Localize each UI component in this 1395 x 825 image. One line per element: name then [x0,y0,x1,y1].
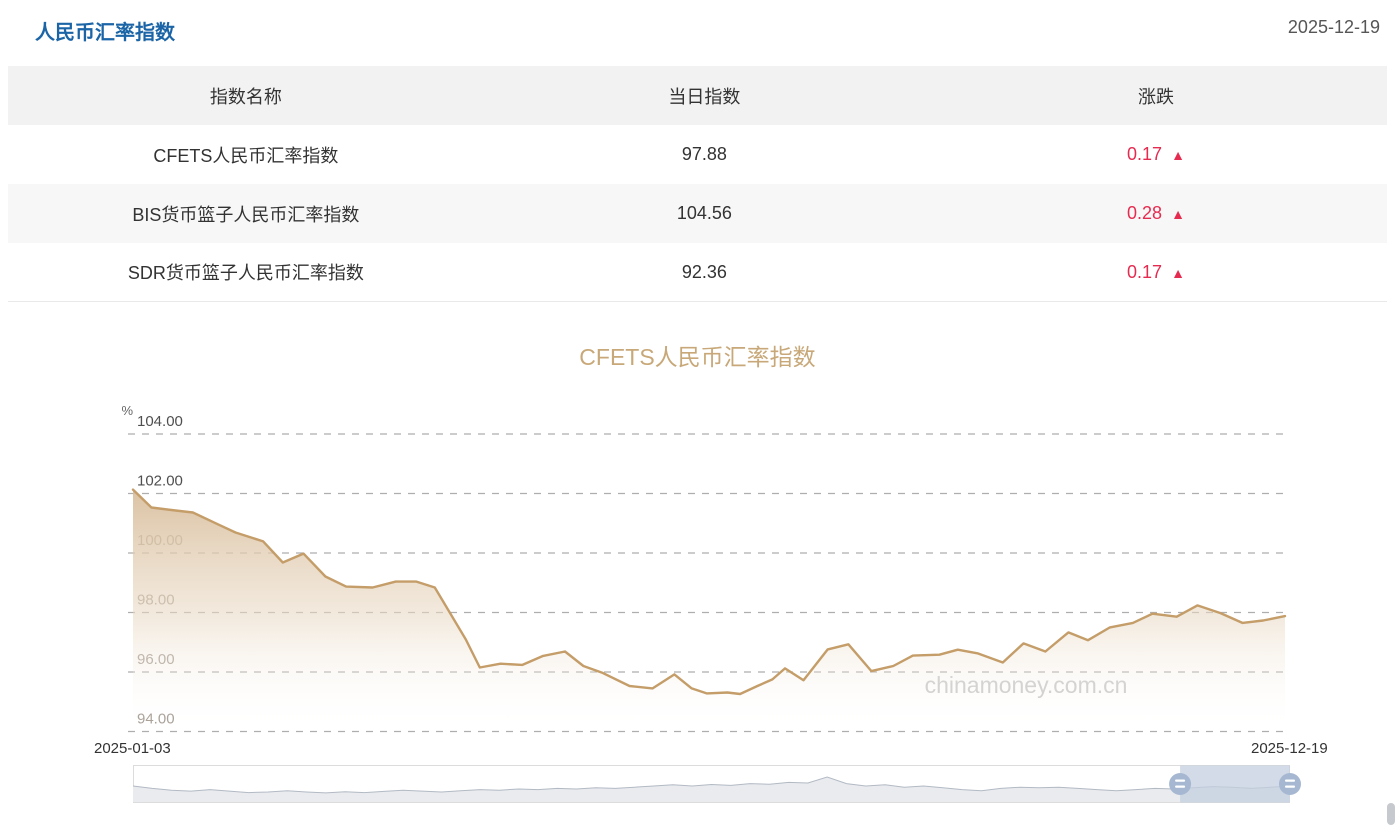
index-name: CFETS人民币汇率指数 [153,145,339,166]
x-axis-end-label: 2025-12-19 [1251,740,1328,757]
index-table: 指数名称 当日指数 涨跌 CFETS人民币汇率指数 97.88 0.17 ▲ BI… [8,66,1387,302]
chart-navigator[interactable] [132,765,1308,809]
y-axis-unit-label: % [121,403,133,418]
index-value: 97.88 [681,144,727,164]
table-row: CFETS人民币汇率指数 97.88 0.17 ▲ [8,125,1387,184]
header-index-name: 指数名称 [209,86,282,107]
change-value: 0.17 [1127,144,1163,164]
up-arrow-icon: ▲ [1171,206,1185,222]
up-arrow-icon: ▲ [1171,264,1185,281]
scrollbar-thumb[interactable] [1387,803,1395,825]
index-change: 0.17 ▲ [925,144,1387,165]
page-title: 人民币汇率指数 [35,22,175,44]
series-area [133,489,1285,732]
index-name: SDR货币篮子人民币汇率指数 [127,263,364,283]
index-change: 0.17 ▲ [925,262,1387,283]
change-value: 0.17 [1127,261,1163,282]
y-tick-label: 104.00 [137,413,183,430]
navigator-area [133,777,1290,802]
navigator-handle-icon[interactable] [1169,773,1192,795]
y-tick-label: 102.00 [137,473,183,490]
series-line [131,488,1287,696]
index-name: BIS货币篮子人民币汇率指数 [132,204,360,225]
index-change: 0.28 ▲ [925,203,1387,224]
navigator-line [132,776,1291,794]
chart-title: CFETS人民币汇率指数 [579,344,816,370]
header-daily-index: 当日指数 [668,86,741,107]
navigator-selection[interactable] [1180,765,1290,803]
index-value: 104.56 [676,203,732,223]
x-axis-start-label: 2025-01-03 [94,740,171,757]
navigator-handle-icon[interactable] [1279,773,1301,795]
table-row: SDR货币篮子人民币汇率指数 92.36 0.17 ▲ [8,243,1387,302]
up-arrow-icon: ▲ [1171,147,1185,163]
index-value: 92.36 [681,261,727,282]
table-header-row: 指数名称 当日指数 涨跌 [8,66,1387,125]
change-value: 0.28 [1127,203,1163,223]
header-change: 涨跌 [1137,86,1174,107]
date-label: 2025-12-19 [1287,17,1380,37]
table-row: BIS货币篮子人民币汇率指数 104.56 0.28 ▲ [8,184,1387,243]
main-chart: 104.00102.00100.0098.0096.0094.00%chinam… [121,403,1287,733]
